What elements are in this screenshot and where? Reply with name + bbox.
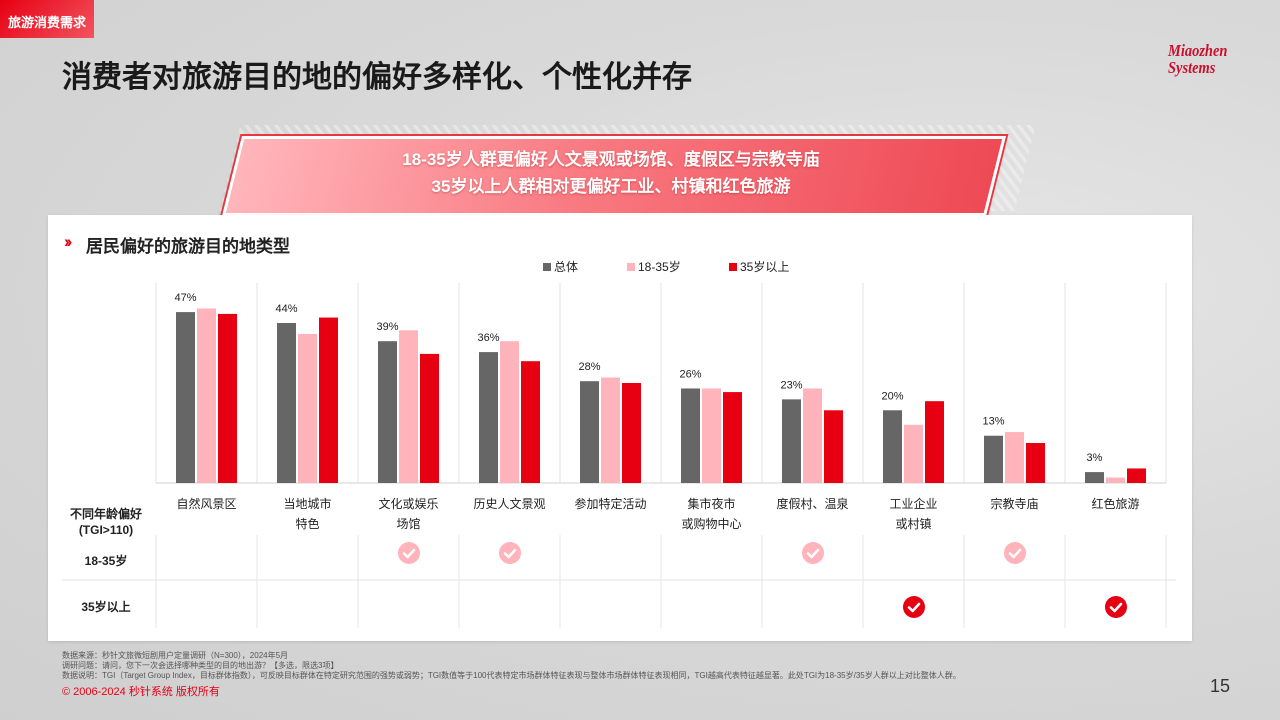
category-label: 工业企业 xyxy=(889,496,937,511)
brand-logo: Miaozhen Systems xyxy=(1168,42,1229,76)
source-line-3: 数据说明：TGI（Target Group Index，目标群体指数），可反映目… xyxy=(62,671,961,680)
logo-line2: Systems xyxy=(1168,58,1216,77)
bar-older xyxy=(1127,468,1146,483)
bar-total xyxy=(378,341,397,483)
category-label: 特色 xyxy=(295,516,319,531)
category-label: 历史人文景观 xyxy=(473,496,545,511)
source-notes: 数据来源：秒针文旅微短剧用户定量调研（N=300），2024年5月 调研问题：请… xyxy=(62,651,961,681)
legend-swatch-total xyxy=(543,262,551,271)
data-label: 47% xyxy=(174,292,196,304)
category-label: 自然风景区 xyxy=(176,496,236,511)
category-label: 或村镇 xyxy=(895,517,931,531)
bar-older xyxy=(622,383,641,483)
category-label: 宗教寺庙 xyxy=(990,496,1038,511)
bar-total xyxy=(1085,472,1104,483)
key-finding-text: 18-35岁人群更偏好人文景观或场馆、度假区与宗教寺庙 35岁以上人群相对更偏好… xyxy=(232,146,990,200)
legend-item-young: 18-35岁 xyxy=(627,258,681,275)
category-label: 度假村、温泉 xyxy=(776,496,848,511)
tgi-row-label-young: 18-35岁 xyxy=(84,554,128,568)
check-icon xyxy=(801,542,824,564)
tgi-header-line-2: (TGI>110) xyxy=(78,523,134,537)
legend-item-older: 35岁以上 xyxy=(729,258,789,275)
logo-line1: Miaozhen xyxy=(1168,41,1228,60)
copyright: © 2006-2024 秒针系统 版权所有 xyxy=(62,686,220,698)
source-line-2: 调研问题：请问，您下一次会选择哪种类型的目的地出游？【多选，限选3项】 xyxy=(62,661,339,670)
section-tag: 旅游消费需求 xyxy=(0,0,94,38)
banner-line-1: 18-35岁人群更偏好人文景观或场馆、度假区与宗教寺庙 xyxy=(402,150,820,169)
data-label: 44% xyxy=(275,303,297,315)
legend-item-total: 总体 xyxy=(543,258,578,275)
bar-young xyxy=(803,388,822,483)
legend-swatch-older xyxy=(729,262,737,271)
bar-older xyxy=(824,410,843,483)
check-icon xyxy=(1003,542,1026,564)
banner-line-2: 35岁以上人群相对更偏好工业、村镇和红色旅游 xyxy=(431,177,791,196)
bar-total xyxy=(580,381,599,483)
bar-young xyxy=(399,330,418,483)
legend-swatch-young xyxy=(627,262,635,271)
chart-title: 居民偏好的旅游目的地类型 xyxy=(86,237,290,256)
data-label: 26% xyxy=(679,368,701,380)
data-label: 3% xyxy=(1087,452,1103,464)
tgi-header: 不同年龄偏好 (TGI>110) xyxy=(60,506,152,538)
check-icon xyxy=(902,596,925,618)
bar-young xyxy=(601,377,620,483)
bar-older xyxy=(925,401,944,483)
check-icon xyxy=(397,542,420,564)
legend-label-older: 35岁以上 xyxy=(740,260,790,274)
bar-older xyxy=(1026,443,1045,483)
category-label: 参加特定活动 xyxy=(574,496,646,511)
legend-label-total: 总体 xyxy=(554,260,579,274)
bar-young xyxy=(197,308,216,483)
bar-total xyxy=(782,399,801,483)
category-label: 场馆 xyxy=(396,516,420,531)
category-label: 文化或娱乐 xyxy=(378,496,438,511)
category-label: 红色旅游 xyxy=(1091,496,1139,511)
category-label: 集市夜市 xyxy=(687,496,735,511)
bar-young xyxy=(1005,432,1024,483)
bar-total xyxy=(277,323,296,483)
legend-label-young: 18-35岁 xyxy=(638,260,681,274)
page-title: 消费者对旅游目的地的偏好多样化、个性化并存 xyxy=(62,61,692,94)
bar-total xyxy=(883,410,902,483)
bar-total xyxy=(681,388,700,483)
bar-older xyxy=(218,313,237,483)
bar-young xyxy=(298,333,317,483)
category-label: 当地城市 xyxy=(283,496,331,511)
bar-total xyxy=(176,312,195,483)
bar-young xyxy=(904,424,923,483)
bar-young xyxy=(500,341,519,483)
category-label: 或购物中心 xyxy=(681,516,741,531)
data-label: 28% xyxy=(578,361,600,373)
data-label: 20% xyxy=(881,390,903,402)
data-label: 39% xyxy=(376,321,398,333)
bar-older xyxy=(319,317,338,483)
bar-total xyxy=(984,435,1003,483)
bar-older xyxy=(723,392,742,483)
data-label: 23% xyxy=(780,379,802,391)
data-label: 36% xyxy=(477,332,499,344)
tgi-header-line-1: 不同年龄偏好 xyxy=(69,507,142,521)
bar-older xyxy=(420,353,439,483)
check-icon xyxy=(498,542,521,564)
bar-young xyxy=(1106,477,1125,483)
bar-total xyxy=(479,352,498,483)
bar-older xyxy=(521,361,540,483)
data-label: 13% xyxy=(982,416,1004,428)
bar-young xyxy=(702,388,721,483)
double-chevron-icon: ›› xyxy=(64,232,73,251)
page-number: 15 xyxy=(1210,676,1231,696)
check-icon xyxy=(1104,596,1127,618)
tgi-row-label-older: 35岁以上 xyxy=(81,600,131,614)
source-line-1: 数据来源：秒针文旅微短剧用户定量调研（N=300），2024年5月 xyxy=(62,651,289,660)
